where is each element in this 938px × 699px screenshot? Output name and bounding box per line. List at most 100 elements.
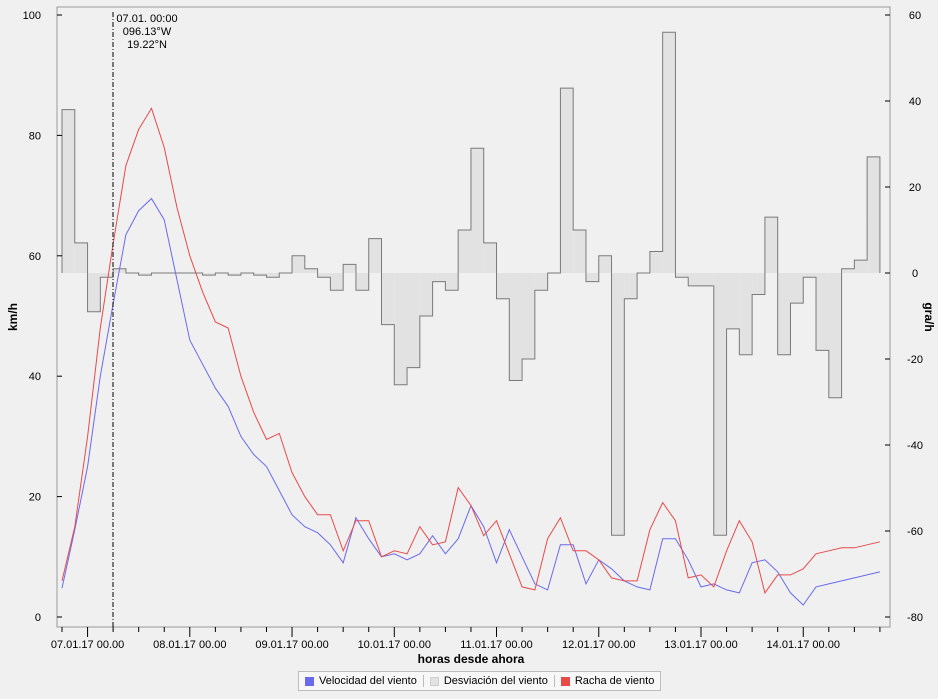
annotation-latitude: 19.22°N	[127, 39, 167, 51]
deviation-bar	[355, 273, 369, 291]
deviation-bar	[330, 273, 344, 291]
deviation-bar	[867, 156, 880, 273]
deviation-outline	[61, 31, 881, 536]
y-right-tick-label: 60	[909, 10, 921, 22]
deviation-bar	[701, 273, 714, 286]
deviation-bar	[304, 268, 318, 273]
y-right-tick-label: 40	[909, 96, 921, 108]
deviation-bar	[713, 273, 727, 536]
deviation-bar	[496, 273, 510, 299]
deviation-bar	[407, 273, 420, 368]
deviation-bar	[752, 273, 765, 295]
deviation-bar	[611, 273, 625, 536]
y-right-tick-label: -20	[907, 354, 923, 366]
deviation-bar	[62, 109, 75, 273]
deviation-bar	[317, 273, 331, 278]
x-tick-label: 07.01.17 00.00	[51, 639, 124, 651]
x-axis-title: horas desde ahora	[418, 652, 525, 666]
annotation-time: 07.01. 00:00	[116, 13, 177, 25]
deviation-bar	[343, 264, 356, 273]
x-tick-label: 09.01.17 00.00	[255, 639, 328, 651]
deviation-bar	[292, 255, 305, 273]
x-tick-label: 14.01.17 00.00	[767, 639, 840, 651]
deviation-bar	[662, 32, 676, 274]
deviation-bar	[368, 238, 382, 273]
deviation-bar	[253, 273, 267, 276]
y-left-tick-label: 60	[29, 251, 41, 263]
deviation-bar	[841, 268, 855, 273]
y-left-tick-label: 20	[29, 492, 41, 504]
legend-item-speed[interactable]: Velocidad del viento	[299, 675, 423, 687]
deviation-bar	[87, 273, 101, 312]
plot-area	[56, 6, 891, 628]
y-right-tick-label: 0	[912, 268, 918, 280]
deviation-bar	[470, 148, 484, 273]
deviation-bar	[726, 273, 740, 329]
deviation-bar	[419, 273, 433, 316]
x-tick-label: 08.01.17 00.00	[153, 639, 226, 651]
deviation-bar	[202, 273, 216, 276]
deviation-bar	[381, 273, 395, 325]
deviation-bar	[649, 251, 663, 273]
lines-layer	[61, 107, 881, 606]
legend-label-speed: Velocidad del viento	[319, 675, 417, 687]
deviation-bar	[445, 273, 459, 291]
deviation-bar	[394, 273, 408, 385]
deviation-bar	[828, 273, 842, 398]
x-tick-label: 11.01.17 00.00	[460, 639, 533, 651]
wind-gust-line	[61, 107, 881, 595]
y-left-tick-label: 0	[35, 612, 41, 624]
x-tick-label: 13.01.17 00.00	[664, 639, 737, 651]
deviation-bar	[228, 273, 241, 276]
annotation-longitude: 096.13°W	[123, 26, 172, 38]
y-right-tick-label: -60	[907, 526, 923, 538]
deviation-bar	[585, 273, 599, 282]
y-left-tick-label: 100	[23, 10, 41, 22]
deviation-bar	[598, 255, 612, 273]
legend-item-gust[interactable]: Racha de viento	[553, 675, 661, 687]
x-tick-label: 12.01.17 00.00	[562, 639, 635, 651]
deviation-bar	[509, 273, 523, 381]
y-left-tick-label: 40	[29, 371, 41, 383]
legend-item-deviation[interactable]: Desviación del viento	[422, 675, 554, 687]
deviation-bar	[688, 273, 701, 286]
deviation-bar	[764, 217, 778, 273]
deviation-bar	[777, 273, 791, 355]
deviation-bar	[483, 242, 497, 273]
deviation-bar	[100, 273, 114, 278]
deviation-bar	[458, 230, 471, 273]
legend-label-deviation: Desviación del viento	[443, 675, 548, 687]
y-right-tick-label: 20	[909, 182, 921, 194]
y-axis-left-title: km/h	[6, 303, 20, 331]
legend-swatch-speed	[305, 676, 314, 686]
legend-label-gust: Racha de viento	[574, 675, 655, 687]
deviation-bar	[854, 260, 868, 273]
annotation-layer: 07.01. 00:00 096.13°W 19.22°N	[112, 12, 178, 630]
deviation-bar	[266, 273, 280, 278]
deviation-bar	[522, 273, 535, 359]
legend: Velocidad del viento Desviación del vien…	[298, 671, 662, 691]
y-axis-right-title: gra/h	[922, 302, 936, 331]
deviation-bar	[803, 273, 817, 278]
deviation-bar	[138, 273, 152, 276]
y-left-tick-label: 80	[29, 130, 41, 142]
deviation-bar	[739, 273, 753, 355]
axes-layer: 0 20 40 60 80 100 -80 -60 -40 -20 0 20 40 60 07.01.17 …	[23, 10, 923, 651]
y-right-tick-label: -40	[907, 440, 923, 452]
deviation-bar	[790, 273, 804, 304]
deviation-bar	[816, 273, 829, 351]
x-tick-label: 10.01.17 00.00	[358, 639, 431, 651]
deviation-bar	[624, 273, 638, 299]
deviation-bar	[573, 230, 586, 273]
deviation-bar	[432, 273, 446, 282]
y-right-tick-label: -80	[907, 612, 923, 624]
deviation-layer	[61, 31, 881, 536]
deviation-bar	[74, 242, 88, 273]
legend-swatch-deviation	[429, 676, 439, 686]
deviation-bar	[675, 273, 689, 278]
deviation-bar	[560, 88, 574, 273]
legend-swatch-gust	[560, 676, 570, 686]
deviation-bar	[534, 273, 548, 291]
